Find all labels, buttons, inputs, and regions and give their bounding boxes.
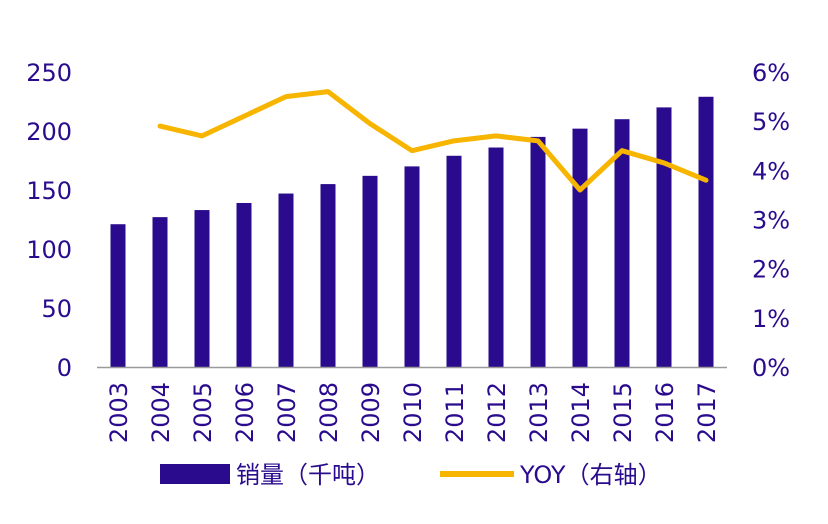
- x-tick-label: 2003: [105, 382, 133, 443]
- bar: [488, 147, 504, 367]
- y-tick-label: 100: [26, 236, 72, 264]
- plot-area: [110, 89, 714, 368]
- y2-tick-label: 1%: [752, 305, 790, 333]
- x-tick-label: 2011: [441, 382, 469, 443]
- x-tick-label: 2005: [189, 382, 217, 443]
- x-tick-label: 2013: [525, 382, 553, 443]
- x-tick-label: 2008: [315, 382, 343, 443]
- y2-tick-label: 2%: [752, 256, 790, 284]
- y-tick-label: 250: [26, 59, 72, 87]
- bar: [446, 155, 462, 367]
- bar: [110, 224, 126, 367]
- bar: [530, 136, 546, 367]
- bar: [614, 119, 630, 367]
- x-tick-label: 2017: [693, 382, 721, 443]
- bar: [362, 175, 378, 367]
- yoy-line: [157, 89, 709, 193]
- y2-tick-label: 6%: [752, 59, 790, 87]
- bar: [152, 217, 168, 367]
- bar: [656, 107, 672, 368]
- x-axis: 2003 2004 2005 2006 2007 2008 2009 2010 2011 2012…: [97, 366, 727, 443]
- x-tick-label: 2010: [399, 382, 427, 443]
- x-tick-label: 2004: [147, 382, 175, 443]
- y2-tick-label: 3%: [752, 207, 790, 235]
- x-tick-label: 2006: [231, 382, 259, 443]
- bar: [278, 193, 294, 367]
- legend-bar-label: 销量（千吨）: [236, 461, 380, 489]
- left-axis: 0 50 100 150 200 250: [26, 59, 72, 382]
- bar: [194, 210, 210, 367]
- bar: [404, 166, 420, 367]
- y2-tick-label: 0%: [752, 354, 790, 382]
- y-tick-label: 0: [57, 354, 72, 382]
- x-tick-label: 2016: [651, 382, 679, 443]
- y-tick-label: 50: [41, 295, 72, 323]
- x-tick-label: 2009: [357, 382, 385, 443]
- legend: 销量（千吨） YOY（右轴）: [160, 461, 662, 489]
- bar: [698, 96, 714, 367]
- x-tick-label: 2014: [567, 382, 595, 443]
- y-tick-label: 150: [26, 177, 72, 205]
- x-tick-label: 2012: [483, 382, 511, 443]
- y2-tick-label: 4%: [752, 157, 790, 185]
- bar: [572, 128, 588, 367]
- legend-line-label: YOY（右轴）: [519, 461, 662, 489]
- bar: [236, 202, 252, 367]
- y-tick-label: 200: [26, 118, 72, 146]
- bar: [320, 184, 336, 367]
- x-tick-label: 2007: [273, 382, 301, 443]
- y2-tick-label: 5%: [752, 108, 790, 136]
- legend-bar-swatch: [160, 464, 230, 484]
- x-tick-label: 2015: [609, 382, 637, 443]
- right-axis: 0% 1% 2% 3% 4% 5% 6%: [752, 59, 790, 382]
